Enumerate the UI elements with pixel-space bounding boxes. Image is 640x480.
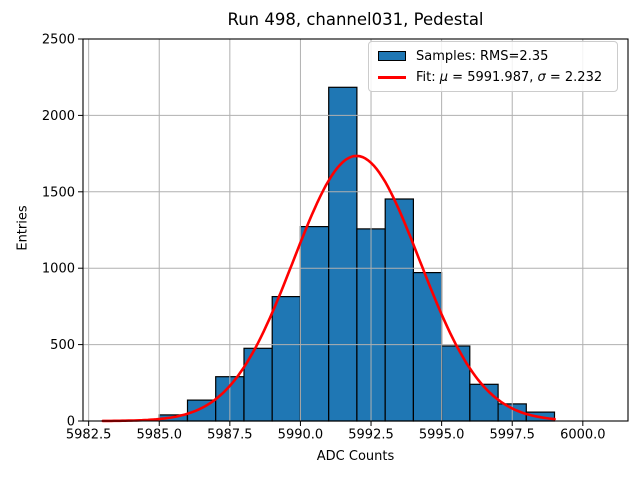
legend-line-fit: [378, 75, 406, 79]
x-tick-label: 5990.0: [278, 428, 324, 443]
legend: Samples: RMS=2.35 Fit: μ = 5991.987, σ =…: [368, 41, 618, 92]
x-axis-label: ADC Counts: [316, 449, 395, 464]
legend-entry-fit: Fit: μ = 5991.987, σ = 2.232: [378, 70, 608, 85]
histogram-bar: [328, 86, 358, 422]
x-tick-label: 5992.5: [348, 428, 394, 443]
y-tick-label: 2000: [42, 109, 75, 124]
y-tick-label: 2500: [42, 33, 75, 48]
sigma-symbol: σ: [537, 69, 546, 85]
y-tick-label: 0: [67, 415, 75, 430]
mu-symbol: μ: [439, 69, 449, 85]
chart-title: Run 498, channel031, Pedestal: [227, 10, 484, 29]
y-tick-label: 1000: [42, 262, 75, 277]
x-tick-label: 5997.5: [489, 428, 535, 443]
histogram-bar: [412, 272, 443, 422]
histogram-bar: [441, 345, 471, 422]
legend-swatch-samples: [378, 51, 406, 61]
y-axis-label: Entries: [15, 205, 31, 251]
legend-label-fit: Fit: μ = 5991.987, σ = 2.232: [416, 69, 603, 85]
x-tick-label: 5982.5: [66, 428, 112, 443]
fit-curve: [101, 154, 556, 423]
histogram-bar: [299, 226, 330, 422]
legend-label-samples: Samples: RMS=2.35: [416, 48, 549, 64]
y-tick-label: 1500: [42, 185, 75, 200]
histogram-bar: [243, 347, 273, 422]
histogram-bar: [271, 296, 302, 422]
x-tick-label: 5987.5: [207, 428, 253, 443]
y-tick-label: 500: [50, 338, 75, 353]
plot-border: [82, 38, 629, 422]
x-tick-label: 5985.0: [136, 428, 182, 443]
x-tick-label: 6000.0: [560, 428, 606, 443]
histogram-bar: [469, 383, 499, 422]
x-tick-label: 5995.0: [419, 428, 465, 443]
legend-entry-samples: Samples: RMS=2.35: [378, 49, 608, 64]
